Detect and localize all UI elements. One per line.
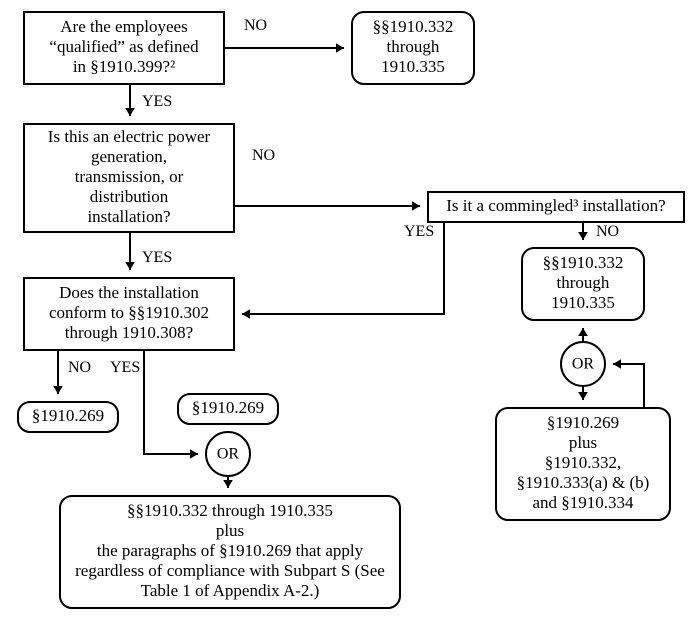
node-text: plus <box>569 433 597 452</box>
node-text: through <box>387 37 440 56</box>
node-text: and §1910.334 <box>532 493 634 512</box>
node-q_commingled: Is it a commingled³ installation? <box>428 192 684 222</box>
node-text: §1910.269 <box>547 413 619 432</box>
node-text: through <box>557 273 610 292</box>
node-text: installation? <box>87 207 170 226</box>
node-text: conform to §§1910.302 <box>49 303 209 322</box>
node-text: OR <box>217 446 240 463</box>
node-q_qualified: Are the employees“qualified” as definedi… <box>24 12 224 84</box>
node-text: generation, <box>91 147 167 166</box>
node-r_right_big: §1910.269plus§1910.332,§1910.333(a) & (b… <box>496 408 670 520</box>
edge-label: YES <box>110 359 140 376</box>
node-text: OR <box>572 356 595 373</box>
node-text: §1910.332, <box>545 453 622 472</box>
edge-label: NO <box>596 223 619 240</box>
node-r_269_mid: §1910.269 <box>178 394 278 424</box>
node-or_right: OR <box>561 342 605 386</box>
node-text: Are the employees <box>60 17 187 36</box>
node-text: Does the installation <box>59 283 199 302</box>
node-r_269_left: §1910.269 <box>18 402 118 432</box>
node-q_conform: Does the installationconform to §§1910.3… <box>24 278 234 350</box>
edge-label: YES <box>404 223 434 240</box>
node-text: “qualified” as defined <box>49 37 199 56</box>
edge-label: YES <box>142 249 172 266</box>
node-text: the paragraphs of §1910.269 that apply <box>97 541 364 560</box>
node-text: §§1910.332 <box>373 17 454 36</box>
node-text: distribution <box>90 187 169 206</box>
edge-label: NO <box>68 359 91 376</box>
node-or_left: OR <box>206 432 250 476</box>
node-text: §§1910.332 <box>543 253 624 272</box>
node-text: 1910.335 <box>381 57 445 76</box>
edge-e_or_right_from_big <box>613 364 644 408</box>
node-r_332_335_top: §§1910.332through1910.335 <box>352 12 474 84</box>
node-text: §1910.333(a) & (b) <box>517 473 650 492</box>
node-text: plus <box>216 521 244 540</box>
node-text: §1910.269 <box>32 406 104 425</box>
edge-label: YES <box>142 93 172 110</box>
node-text: §§1910.332 through 1910.335 <box>127 501 333 520</box>
node-r_bottom_big: §§1910.332 through 1910.335plusthe parag… <box>60 496 400 608</box>
node-text: transmission, or <box>75 167 184 186</box>
node-text: through 1910.308? <box>65 323 193 342</box>
node-q_powergen: Is this an electric powergeneration,tran… <box>24 124 234 232</box>
node-text: Is it a commingled³ installation? <box>446 196 665 215</box>
node-text: Is this an electric power <box>48 127 211 146</box>
node-text: §1910.269 <box>192 398 264 417</box>
edge-label: NO <box>244 17 267 34</box>
node-text: regardless of compliance with Subpart S … <box>75 561 385 580</box>
node-r_332_335_right: §§1910.332through1910.335 <box>522 248 644 320</box>
node-text: in §1910.399?² <box>73 57 175 76</box>
node-text: 1910.335 <box>551 293 615 312</box>
node-text: Table 1 of Appendix A-2.) <box>141 581 320 600</box>
flowchart-canvas: NO YES NO YES YES NO NO YES Are the employees“qu… <box>0 0 700 630</box>
edge-label: NO <box>252 147 275 164</box>
